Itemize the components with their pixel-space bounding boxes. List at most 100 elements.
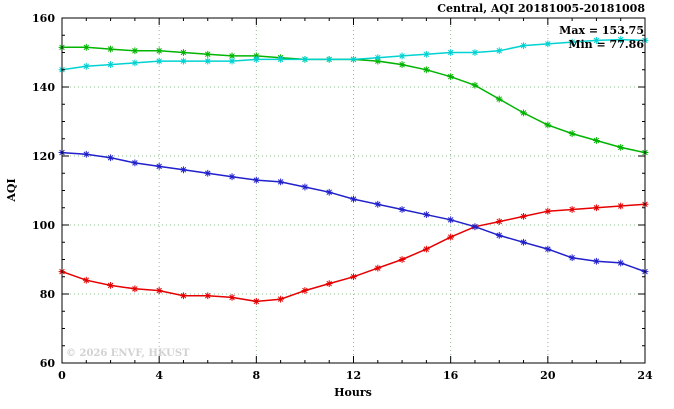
- data-point-marker-blue: [228, 173, 236, 181]
- data-point-marker-red: [495, 218, 503, 225]
- data-point-marker-cyan: [447, 49, 455, 56]
- data-point-marker-green: [228, 52, 236, 60]
- data-point-marker-blue: [520, 238, 527, 246]
- data-point-marker-cyan: [155, 57, 163, 65]
- data-point-marker-green: [180, 49, 187, 56]
- data-point-marker-blue: [398, 206, 406, 213]
- data-point-marker-cyan: [252, 56, 260, 63]
- data-point-marker-cyan: [422, 50, 430, 58]
- data-point-marker-green: [471, 81, 479, 89]
- grid-layer: [62, 18, 645, 363]
- data-point-marker-cyan: [495, 47, 503, 55]
- data-point-marker-green: [447, 73, 455, 81]
- data-point-marker-red: [544, 207, 552, 215]
- data-point-marker-cyan: [617, 36, 625, 43]
- data-point-marker-blue: [252, 176, 260, 184]
- data-point-marker-cyan: [82, 62, 90, 70]
- data-point-marker-green: [252, 52, 260, 60]
- data-point-marker-blue: [374, 200, 382, 208]
- y-tick-label: 140: [32, 81, 55, 94]
- data-point-marker-green: [131, 47, 139, 55]
- data-point-marker-red: [131, 285, 139, 293]
- data-point-marker-green: [82, 43, 90, 51]
- data-point-marker-green: [422, 66, 430, 74]
- data-point-marker-green: [617, 143, 625, 151]
- data-point-marker-green: [520, 109, 527, 117]
- watermark: © 2026 ENVF, HKUST: [66, 348, 190, 359]
- data-point-marker-cyan: [471, 49, 479, 56]
- data-point-marker-cyan: [568, 38, 576, 46]
- data-point-marker-blue: [180, 166, 187, 174]
- data-point-marker-red: [228, 294, 236, 301]
- x-tick-label: 8: [253, 369, 261, 382]
- data-point-marker-red: [204, 292, 212, 300]
- series-markers-red: [58, 200, 649, 305]
- data-point-marker-cyan: [350, 56, 357, 63]
- x-tick-label: 0: [58, 369, 66, 382]
- data-point-marker-cyan: [277, 56, 285, 63]
- y-tick-label: 60: [40, 357, 56, 370]
- y-axis-label: AQI: [5, 178, 18, 202]
- data-point-marker-cyan: [107, 61, 114, 68]
- data-point-marker-red: [252, 297, 260, 305]
- data-point-marker-cyan: [325, 56, 333, 63]
- data-point-marker-blue: [204, 169, 212, 177]
- data-point-marker-blue: [131, 159, 139, 167]
- legend-max: Max = 153.75: [559, 24, 644, 37]
- data-point-marker-cyan: [204, 57, 212, 65]
- data-point-marker-green: [593, 137, 600, 144]
- data-point-marker-red: [422, 245, 430, 253]
- y-tick-label: 120: [32, 150, 55, 163]
- data-point-marker-blue: [447, 216, 455, 224]
- x-tick-label: 16: [443, 369, 459, 382]
- data-point-marker-red: [325, 280, 333, 288]
- data-point-marker-red: [520, 212, 527, 220]
- data-point-marker-red: [617, 202, 625, 210]
- data-point-marker-cyan: [593, 37, 600, 44]
- data-point-marker-red: [398, 256, 406, 263]
- data-point-marker-blue: [325, 188, 333, 196]
- data-point-marker-blue: [350, 195, 357, 203]
- data-point-marker-blue: [277, 178, 285, 186]
- data-point-marker-green: [204, 50, 212, 58]
- data-point-marker-blue: [471, 223, 479, 231]
- data-point-marker-blue: [568, 254, 576, 262]
- x-tick-label: 4: [155, 369, 163, 382]
- data-point-marker-blue: [495, 231, 503, 239]
- x-tick-label: 12: [346, 369, 361, 382]
- data-point-marker-red: [301, 287, 309, 294]
- tick-label-layer: 60 80 100 120 140 160 0 4 8 12 16 20 24: [32, 12, 653, 382]
- data-point-marker-blue: [82, 150, 90, 158]
- data-point-marker-red: [277, 295, 285, 303]
- data-point-marker-blue: [617, 259, 625, 267]
- x-tick-label: 20: [540, 369, 556, 382]
- chart-title: Central, AQI 20181005-20181008: [437, 2, 645, 15]
- data-point-marker-green: [495, 95, 503, 103]
- data-point-marker-blue: [593, 257, 600, 265]
- data-point-marker-cyan: [180, 57, 187, 65]
- data-point-marker-green: [155, 47, 163, 55]
- data-point-marker-cyan: [544, 40, 552, 48]
- data-point-marker-blue: [544, 245, 552, 253]
- y-tick-label: 80: [40, 288, 56, 301]
- data-point-marker-cyan: [520, 42, 527, 49]
- x-axis-label: Hours: [334, 386, 372, 399]
- data-point-marker-red: [568, 206, 576, 213]
- plot-border: [61, 17, 646, 364]
- series-markers-blue: [58, 149, 649, 275]
- data-point-marker-blue: [107, 154, 114, 162]
- data-point-marker-red: [82, 276, 90, 284]
- data-point-marker-blue: [301, 183, 309, 191]
- data-point-marker-cyan: [398, 52, 406, 60]
- data-point-marker-cyan: [131, 59, 139, 67]
- data-point-marker-green: [568, 130, 576, 137]
- data-point-marker-red: [447, 233, 455, 241]
- data-point-marker-red: [593, 204, 600, 212]
- data-point-marker-red: [155, 287, 163, 294]
- data-point-marker-cyan: [228, 57, 236, 65]
- data-point-marker-red: [107, 281, 114, 289]
- series-line-green: [62, 46, 646, 154]
- y-tick-label: 100: [32, 219, 55, 232]
- data-point-marker-green: [398, 61, 406, 68]
